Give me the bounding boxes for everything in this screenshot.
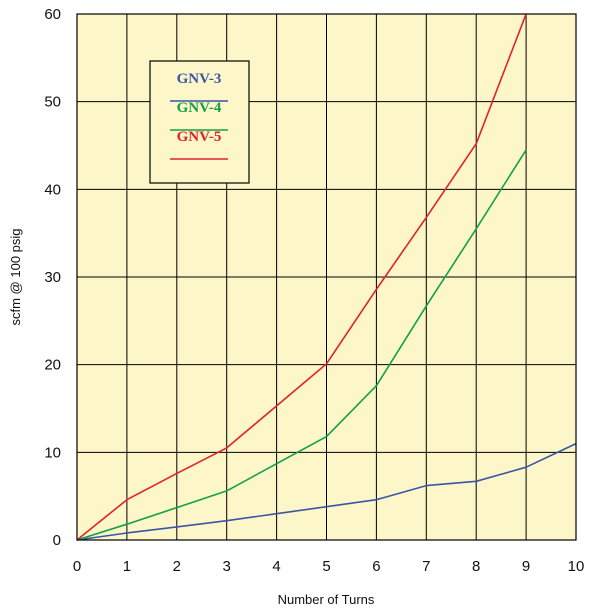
y-tick-labels: 0 10 20 30 40 50 60	[44, 6, 61, 549]
y-tick-label: 0	[53, 532, 61, 549]
legend-label-gnv-5: GNV-5	[177, 129, 222, 145]
x-tick-label: 10	[568, 558, 585, 575]
legend-items: GNV-3 GNV-4 GNV-5	[170, 71, 228, 160]
series-line-gnv-4	[76, 149, 527, 541]
y-tick-label: 30	[44, 269, 61, 286]
y-axis-label: scfm @ 100 psig	[8, 228, 23, 325]
series-line-gnv-3	[76, 442, 577, 541]
legend: GNV-3 GNV-4 GNV-5	[149, 60, 250, 184]
x-tick-label: 1	[123, 558, 131, 575]
y-tick-label: 60	[44, 6, 61, 23]
y-tick-label: 40	[44, 181, 61, 198]
x-tick-label: 9	[522, 558, 530, 575]
y-tick-label: 10	[44, 444, 61, 461]
y-tick-label: 50	[44, 94, 61, 111]
y-tick-label: 20	[44, 357, 61, 374]
x-tick-label: 0	[73, 558, 81, 575]
x-tick-label: 6	[372, 558, 380, 575]
x-tick-label: 7	[422, 558, 430, 575]
x-tick-label: 4	[272, 558, 280, 575]
x-tick-label: 2	[173, 558, 181, 575]
x-tick-label: 5	[322, 558, 330, 575]
x-axis-label: Number of Turns	[278, 592, 375, 607]
legend-label-gnv-4: GNV-4	[177, 100, 222, 116]
series-layer	[76, 13, 577, 541]
plot-frame	[76, 13, 577, 541]
legend-label-gnv-3: GNV-3	[177, 71, 222, 87]
x-tick-label: 3	[223, 558, 231, 575]
series-line-gnv-5	[76, 13, 527, 541]
x-tick-labels: 0 1 2 3 4 5 6 7 8 9 10	[73, 558, 585, 575]
legend-box	[149, 60, 250, 184]
x-tick-label: 8	[472, 558, 480, 575]
